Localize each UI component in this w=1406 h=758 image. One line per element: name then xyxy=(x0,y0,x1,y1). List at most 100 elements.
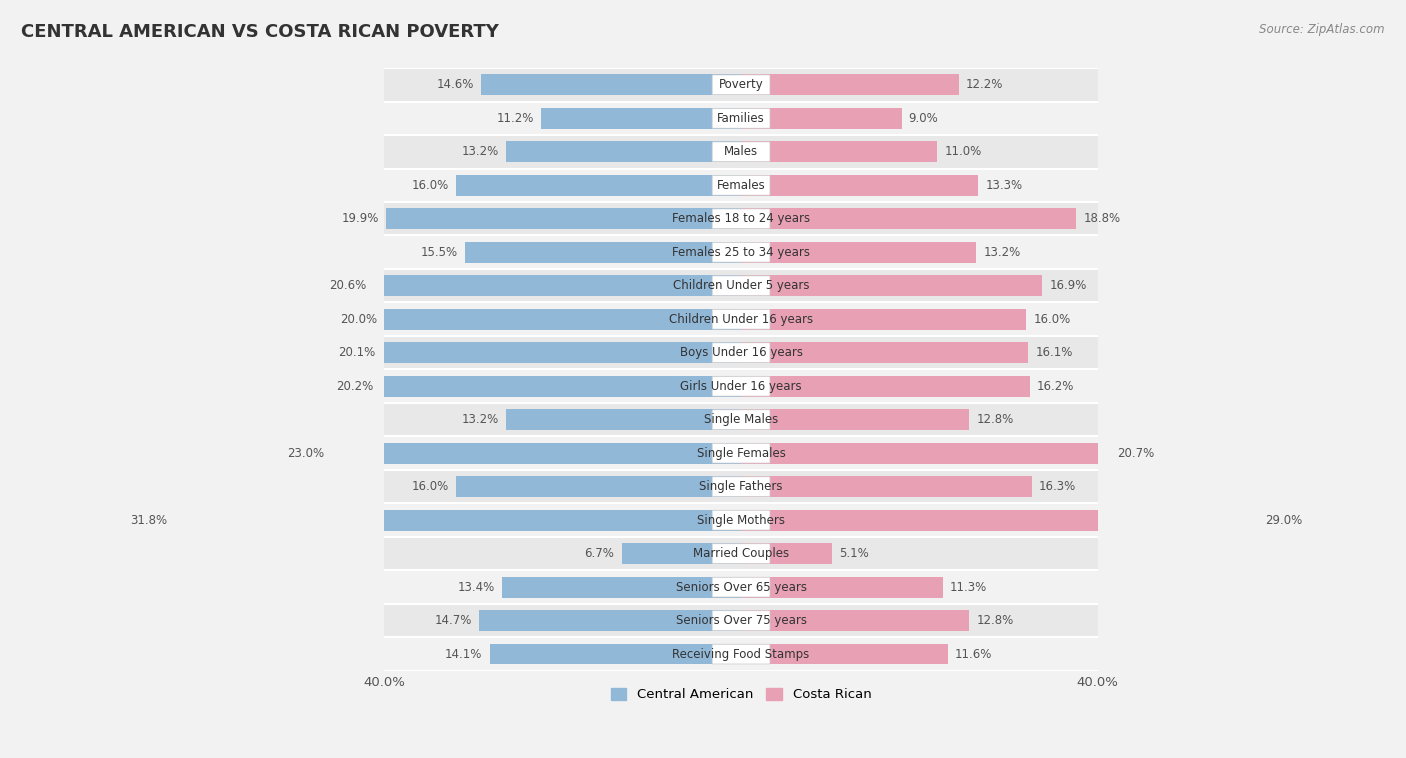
Bar xyxy=(384,470,1098,503)
Text: 12.8%: 12.8% xyxy=(976,413,1014,426)
Bar xyxy=(384,309,741,330)
Text: 14.6%: 14.6% xyxy=(436,78,474,91)
Text: 31.8%: 31.8% xyxy=(129,514,167,527)
FancyBboxPatch shape xyxy=(713,443,770,463)
Text: CENTRAL AMERICAN VS COSTA RICAN POVERTY: CENTRAL AMERICAN VS COSTA RICAN POVERTY xyxy=(21,23,499,41)
Bar xyxy=(374,275,741,296)
Text: Receiving Food Stamps: Receiving Food Stamps xyxy=(672,647,810,661)
Bar xyxy=(741,108,901,129)
Text: 16.1%: 16.1% xyxy=(1035,346,1073,359)
Bar xyxy=(489,644,741,665)
Bar xyxy=(741,142,938,162)
Text: Single Mothers: Single Mothers xyxy=(697,514,785,527)
Bar xyxy=(384,236,1098,269)
Bar xyxy=(741,510,1258,531)
Bar xyxy=(384,102,1098,135)
FancyBboxPatch shape xyxy=(713,142,770,161)
Text: Females 25 to 34 years: Females 25 to 34 years xyxy=(672,246,810,258)
Text: Seniors Over 75 years: Seniors Over 75 years xyxy=(675,614,807,627)
Bar xyxy=(741,476,1032,497)
Bar xyxy=(741,74,959,96)
FancyBboxPatch shape xyxy=(713,611,770,631)
Text: 19.9%: 19.9% xyxy=(342,212,380,225)
Bar xyxy=(741,275,1042,296)
Bar xyxy=(387,208,741,229)
Text: Seniors Over 65 years: Seniors Over 65 years xyxy=(675,581,807,594)
Bar xyxy=(456,476,741,497)
Text: 13.2%: 13.2% xyxy=(461,146,499,158)
Bar xyxy=(384,336,1098,369)
Text: 11.3%: 11.3% xyxy=(949,581,987,594)
Text: 16.0%: 16.0% xyxy=(1033,313,1071,326)
Text: 20.7%: 20.7% xyxy=(1118,446,1154,459)
Bar xyxy=(384,637,1098,671)
Bar xyxy=(741,644,948,665)
FancyBboxPatch shape xyxy=(713,578,770,597)
Text: 20.6%: 20.6% xyxy=(329,279,367,293)
Text: 20.0%: 20.0% xyxy=(340,313,377,326)
Bar xyxy=(741,543,832,564)
Text: Poverty: Poverty xyxy=(718,78,763,91)
Text: Boys Under 16 years: Boys Under 16 years xyxy=(679,346,803,359)
FancyBboxPatch shape xyxy=(713,410,770,430)
Text: 13.2%: 13.2% xyxy=(461,413,499,426)
Text: Single Females: Single Females xyxy=(696,446,786,459)
Text: 16.2%: 16.2% xyxy=(1038,380,1074,393)
Text: Children Under 5 years: Children Under 5 years xyxy=(673,279,810,293)
FancyBboxPatch shape xyxy=(713,309,770,329)
Text: 12.8%: 12.8% xyxy=(976,614,1014,627)
FancyBboxPatch shape xyxy=(713,175,770,195)
Text: 5.1%: 5.1% xyxy=(839,547,869,560)
Legend: Central American, Costa Rican: Central American, Costa Rican xyxy=(605,682,877,706)
Bar xyxy=(381,376,741,396)
Text: 6.7%: 6.7% xyxy=(585,547,614,560)
Text: Married Couples: Married Couples xyxy=(693,547,789,560)
FancyBboxPatch shape xyxy=(713,75,770,95)
FancyBboxPatch shape xyxy=(713,477,770,496)
Bar xyxy=(330,443,741,464)
Bar xyxy=(384,403,1098,437)
Bar xyxy=(384,168,1098,202)
Text: Females 18 to 24 years: Females 18 to 24 years xyxy=(672,212,810,225)
Bar xyxy=(384,570,1098,604)
Text: 11.6%: 11.6% xyxy=(955,647,993,661)
Bar xyxy=(741,208,1076,229)
Text: 11.0%: 11.0% xyxy=(945,146,981,158)
Bar xyxy=(741,175,979,196)
Text: 16.0%: 16.0% xyxy=(412,179,449,192)
Bar xyxy=(384,604,1098,637)
Text: 29.0%: 29.0% xyxy=(1265,514,1302,527)
Text: Males: Males xyxy=(724,146,758,158)
Text: 14.1%: 14.1% xyxy=(446,647,482,661)
Text: 18.8%: 18.8% xyxy=(1084,212,1121,225)
Bar xyxy=(174,510,741,531)
Text: 16.3%: 16.3% xyxy=(1039,480,1076,493)
Text: 16.9%: 16.9% xyxy=(1049,279,1087,293)
FancyBboxPatch shape xyxy=(713,243,770,262)
Text: 13.2%: 13.2% xyxy=(984,246,1021,258)
Bar xyxy=(481,74,741,96)
FancyBboxPatch shape xyxy=(713,276,770,296)
FancyBboxPatch shape xyxy=(713,510,770,530)
Text: 13.3%: 13.3% xyxy=(986,179,1022,192)
Text: 13.4%: 13.4% xyxy=(458,581,495,594)
Text: Females: Females xyxy=(717,179,765,192)
Bar xyxy=(384,302,1098,336)
Bar xyxy=(506,142,741,162)
Bar xyxy=(741,409,969,430)
Text: 16.0%: 16.0% xyxy=(412,480,449,493)
Text: Families: Families xyxy=(717,111,765,125)
FancyBboxPatch shape xyxy=(713,376,770,396)
Bar xyxy=(741,577,942,597)
Text: 9.0%: 9.0% xyxy=(908,111,938,125)
Bar xyxy=(479,610,741,631)
FancyBboxPatch shape xyxy=(713,108,770,128)
Text: 20.1%: 20.1% xyxy=(339,346,375,359)
Bar xyxy=(741,376,1031,396)
Bar xyxy=(384,437,1098,470)
Bar xyxy=(456,175,741,196)
FancyBboxPatch shape xyxy=(713,209,770,229)
Bar xyxy=(741,309,1026,330)
Text: 12.2%: 12.2% xyxy=(966,78,1002,91)
Text: 23.0%: 23.0% xyxy=(287,446,323,459)
